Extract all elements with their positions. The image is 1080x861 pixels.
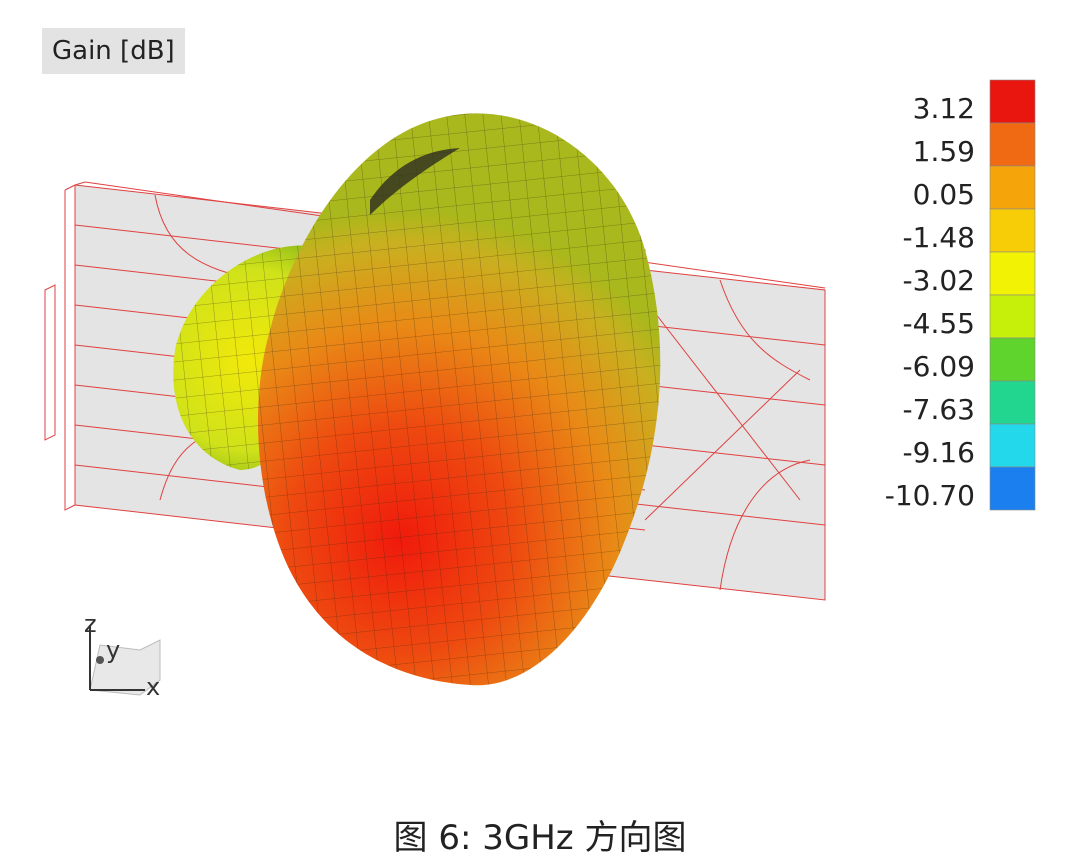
legend-swatch bbox=[989, 423, 1036, 468]
radiation-pattern bbox=[173, 113, 661, 686]
legend-swatch bbox=[989, 208, 1036, 253]
legend-swatch bbox=[989, 251, 1036, 296]
axis-triad: z y x bbox=[84, 610, 161, 701]
x-label: x bbox=[146, 673, 160, 701]
frame-edges bbox=[44, 181, 826, 511]
legend-swatch bbox=[989, 122, 1036, 167]
y-label: y bbox=[106, 636, 120, 664]
legend-label: -10.70 bbox=[885, 479, 975, 512]
legend-label: 1.59 bbox=[913, 135, 975, 168]
legend-swatch bbox=[989, 165, 1036, 210]
legend-swatch bbox=[989, 294, 1036, 339]
frame-curves bbox=[154, 194, 811, 591]
legend-label: -6.09 bbox=[903, 350, 975, 383]
legend-swatch bbox=[989, 466, 1036, 511]
legend-colorbar bbox=[989, 79, 1036, 511]
legend-swatch bbox=[989, 79, 1036, 124]
plot-title: Gain [dB] bbox=[42, 28, 185, 74]
legend-labels: 3.12 1.59 0.05 -1.48 -3.02 -4.55 -6.09 -7.63 -9.… bbox=[885, 92, 975, 512]
legend-label: -9.16 bbox=[903, 436, 975, 469]
main-lobe-mesh bbox=[258, 113, 661, 686]
z-label: z bbox=[84, 610, 97, 638]
null-region bbox=[370, 148, 460, 215]
legend-label: -3.02 bbox=[903, 264, 975, 297]
legend-label: 3.12 bbox=[913, 92, 975, 125]
triad-box bbox=[89, 639, 161, 696]
frame-lines-right bbox=[599, 299, 826, 526]
legend-label: -4.55 bbox=[903, 307, 975, 340]
caption: 图 6: 3GHz 方向图 bbox=[393, 818, 687, 858]
legend-label: -1.48 bbox=[903, 221, 975, 254]
legend-swatch bbox=[989, 337, 1036, 382]
legend-swatch bbox=[989, 380, 1036, 425]
legend-label: -7.63 bbox=[903, 393, 975, 426]
y-axis bbox=[96, 656, 104, 664]
legend-label: 0.05 bbox=[913, 178, 975, 211]
